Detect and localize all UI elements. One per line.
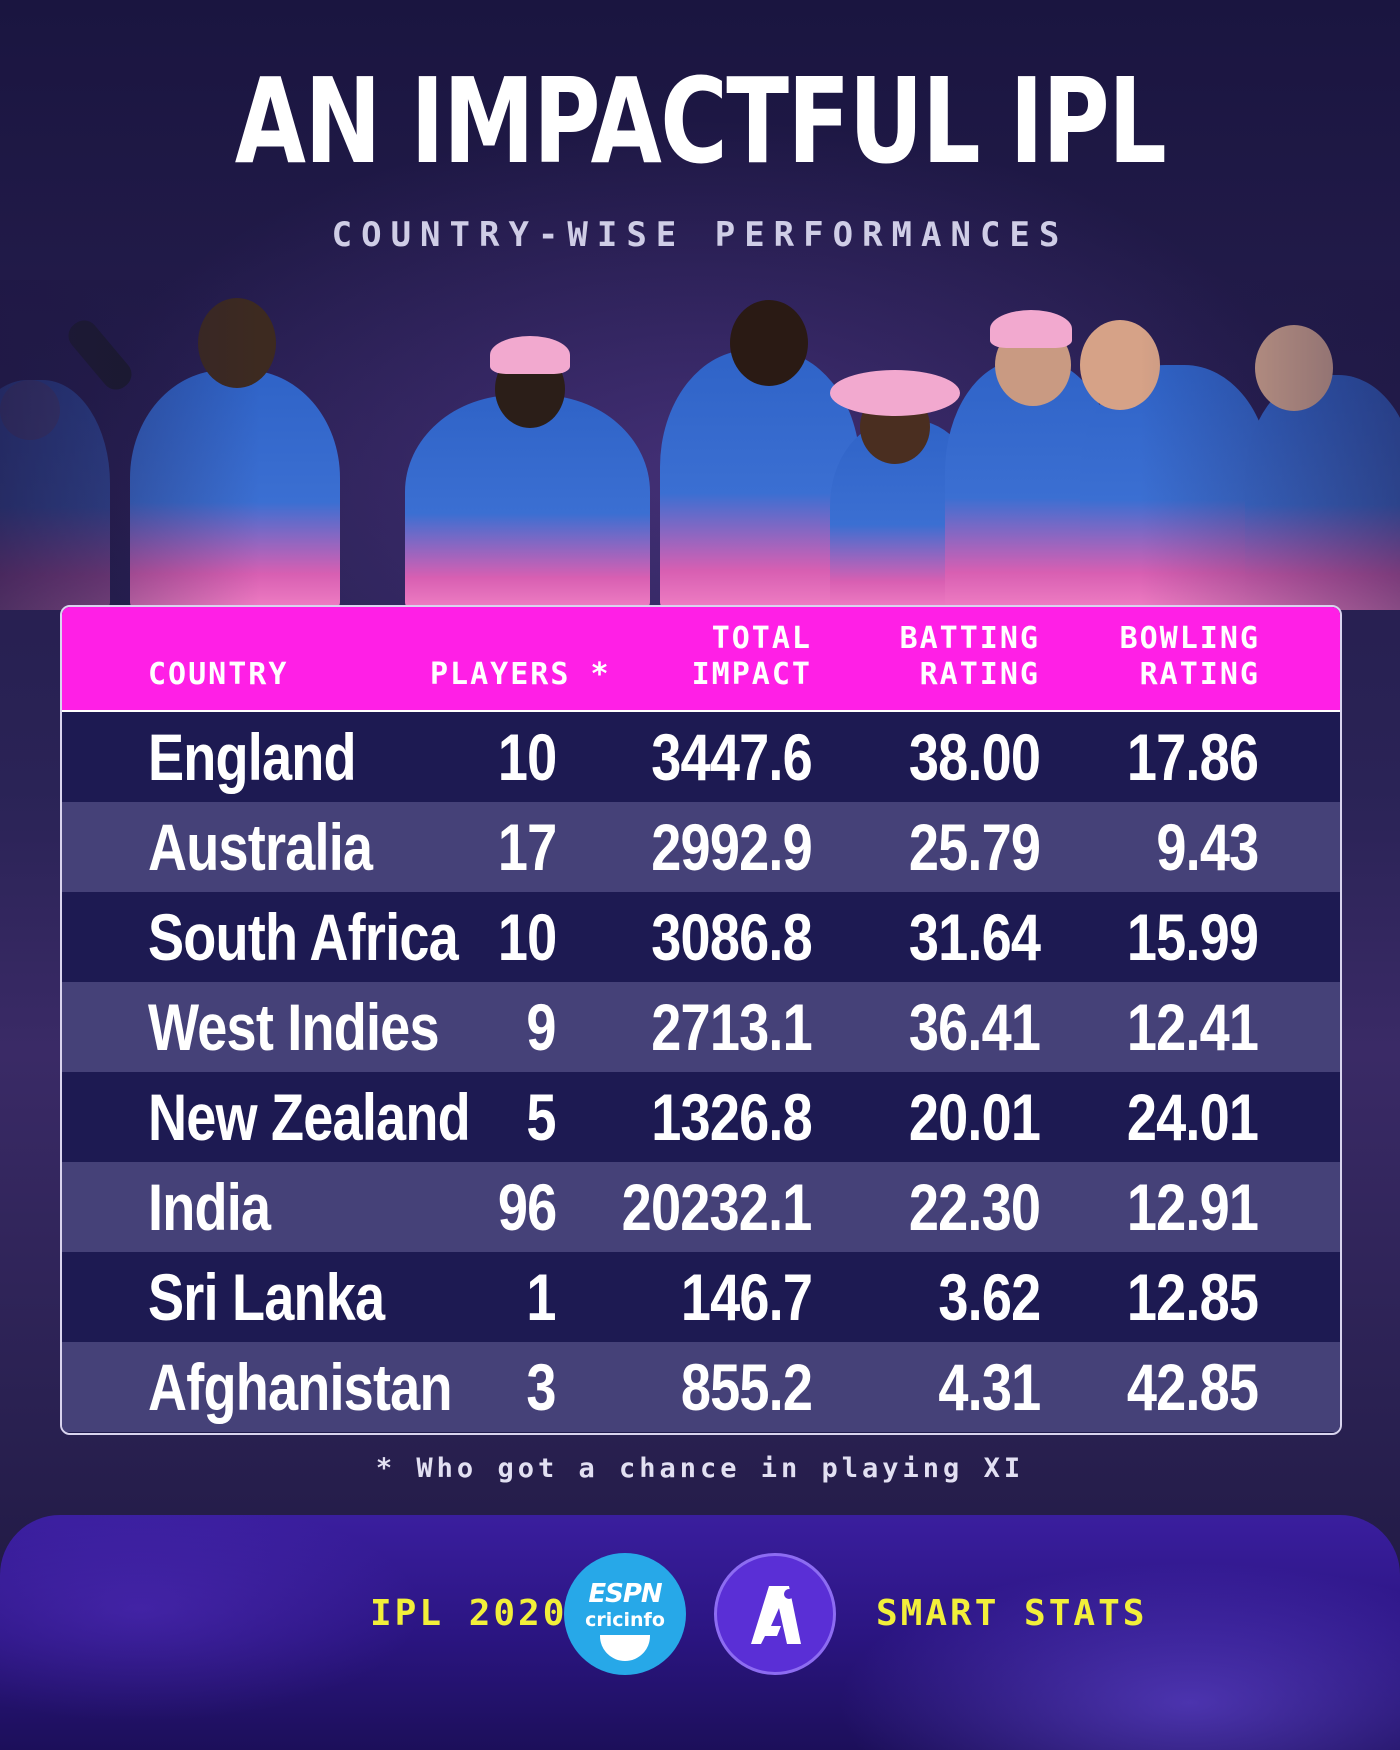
batting-rating-cell: 4.31 xyxy=(937,1350,1041,1424)
players-cell: 3 xyxy=(526,1350,557,1424)
bowling-rating-cell: 12.91 xyxy=(1126,1170,1259,1244)
header-batting-rating-line1: BATTING xyxy=(899,621,1040,656)
players-cell: 9 xyxy=(526,990,557,1064)
total-impact-cell: 2713.1 xyxy=(651,990,812,1064)
country-cell: New Zealand xyxy=(148,1080,471,1154)
batting-rating-cell: 20.01 xyxy=(908,1080,1041,1154)
country-cell: West Indies xyxy=(148,990,440,1064)
table-row: West Indies 9 2713.1 36.41 12.41 xyxy=(62,982,1340,1072)
total-impact-cell: 855.2 xyxy=(680,1350,813,1424)
country-cell: Australia xyxy=(148,810,373,884)
header-country: COUNTRY xyxy=(148,657,289,692)
total-impact-cell: 146.7 xyxy=(680,1260,813,1334)
cricinfo-logo-text: cricinfo xyxy=(585,1609,665,1631)
footnote: * Who got a chance in playing XI xyxy=(375,1453,1025,1484)
country-cell: England xyxy=(148,720,357,794)
bowling-rating-cell: 24.01 xyxy=(1126,1080,1259,1154)
country-cell: South Africa xyxy=(148,900,459,974)
team-photo xyxy=(0,280,1400,610)
header-total-impact-line1: TOTAL xyxy=(711,621,812,656)
footer-banner: IPL 2020 ESPN cricinfo SMART STATS xyxy=(0,1515,1400,1750)
bowling-rating-cell: 9.43 xyxy=(1155,810,1259,884)
table-row: India 96 20232.1 22.30 12.91 xyxy=(62,1162,1340,1252)
table-header: COUNTRY PLAYERS * TOTAL IMPACT BATTING R… xyxy=(62,607,1340,713)
country-stats-table: COUNTRY PLAYERS * TOTAL IMPACT BATTING R… xyxy=(60,605,1342,1435)
ipl-2020-label: IPL 2020 xyxy=(370,1593,568,1634)
table-row: South Africa 10 3086.8 31.64 15.99 xyxy=(62,892,1340,982)
espncricinfo-logo-icon: ESPN cricinfo xyxy=(564,1553,686,1675)
batting-rating-cell: 36.41 xyxy=(908,990,1041,1064)
country-cell: Sri Lanka xyxy=(148,1260,385,1334)
total-impact-cell: 3086.8 xyxy=(651,900,812,974)
header-bowling-rating-line1: BOWLING xyxy=(1119,621,1260,656)
players-cell: 1 xyxy=(526,1260,557,1334)
batting-rating-cell: 31.64 xyxy=(908,900,1041,974)
batting-rating-cell: 38.00 xyxy=(908,720,1041,794)
bowling-rating-cell: 12.85 xyxy=(1126,1260,1259,1334)
players-cell: 10 xyxy=(497,900,556,974)
total-impact-cell: 2992.9 xyxy=(651,810,812,884)
smart-stats-logo-icon xyxy=(714,1553,836,1675)
header-bowling-rating-line2: RATING xyxy=(1139,657,1260,692)
total-impact-cell: 3447.6 xyxy=(651,720,812,794)
players-cell: 10 xyxy=(497,720,556,794)
bowling-rating-cell: 17.86 xyxy=(1126,720,1259,794)
players-cell: 5 xyxy=(526,1080,557,1154)
country-cell: Afghanistan xyxy=(148,1350,453,1424)
table-row: England 10 3447.6 38.00 17.86 xyxy=(62,712,1340,802)
table-row: Australia 17 2992.9 25.79 9.43 xyxy=(62,802,1340,892)
players-cell: 96 xyxy=(497,1170,556,1244)
total-impact-cell: 1326.8 xyxy=(651,1080,812,1154)
page-subtitle: COUNTRY-WISE PERFORMANCES xyxy=(331,215,1069,255)
country-cell: India xyxy=(148,1170,271,1244)
header-players: PLAYERS * xyxy=(430,657,611,692)
cricket-ball-icon xyxy=(600,1635,650,1661)
batting-rating-cell: 25.79 xyxy=(908,810,1041,884)
bowling-rating-cell: 12.41 xyxy=(1126,990,1259,1064)
espn-logo-text: ESPN xyxy=(588,1579,662,1609)
header-total-impact-line2: IMPACT xyxy=(691,657,812,692)
smart-stats-label: SMART STATS xyxy=(876,1593,1148,1634)
table-row: Afghanistan 3 855.2 4.31 42.85 xyxy=(62,1342,1340,1432)
batting-rating-cell: 3.62 xyxy=(937,1260,1041,1334)
bowling-rating-cell: 15.99 xyxy=(1126,900,1259,974)
batting-rating-cell: 22.30 xyxy=(908,1170,1041,1244)
bowling-rating-cell: 42.85 xyxy=(1126,1350,1259,1424)
players-cell: 17 xyxy=(497,810,556,884)
header-batting-rating-line2: RATING xyxy=(919,657,1040,692)
page-title: AN IMPACTFUL IPL xyxy=(234,52,1167,190)
total-impact-cell: 20232.1 xyxy=(622,1170,813,1244)
table-row: Sri Lanka 1 146.7 3.62 12.85 xyxy=(62,1252,1340,1342)
table-row: New Zealand 5 1326.8 20.01 24.01 xyxy=(62,1072,1340,1162)
